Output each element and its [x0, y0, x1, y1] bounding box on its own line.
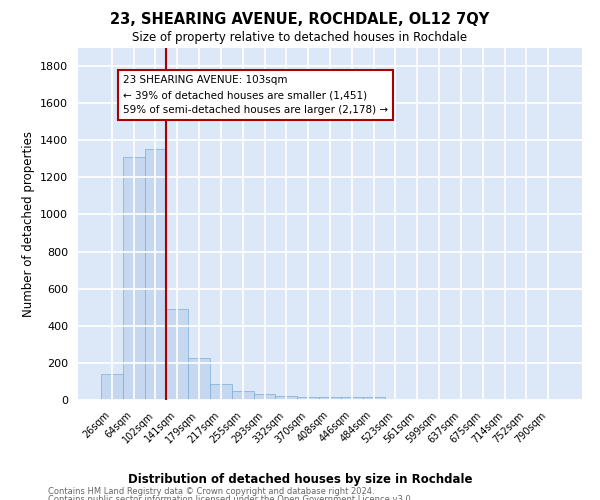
Bar — [123, 157, 145, 400]
Bar — [341, 397, 363, 400]
Text: Size of property relative to detached houses in Rochdale: Size of property relative to detached ho… — [133, 31, 467, 44]
Bar — [210, 384, 232, 400]
Bar — [275, 396, 297, 400]
Bar — [166, 309, 188, 400]
Bar — [145, 148, 166, 400]
Bar — [363, 396, 385, 400]
Bar — [188, 358, 210, 400]
Text: 23, SHEARING AVENUE, ROCHDALE, OL12 7QY: 23, SHEARING AVENUE, ROCHDALE, OL12 7QY — [110, 12, 490, 28]
Bar — [297, 397, 319, 400]
Bar — [101, 374, 123, 400]
Bar — [232, 390, 254, 400]
Bar — [319, 397, 341, 400]
Bar — [254, 394, 275, 400]
Text: Distribution of detached houses by size in Rochdale: Distribution of detached houses by size … — [128, 472, 472, 486]
Text: 23 SHEARING AVENUE: 103sqm
← 39% of detached houses are smaller (1,451)
59% of s: 23 SHEARING AVENUE: 103sqm ← 39% of deta… — [123, 76, 388, 115]
Text: Contains HM Land Registry data © Crown copyright and database right 2024.: Contains HM Land Registry data © Crown c… — [48, 488, 374, 496]
Text: Contains public sector information licensed under the Open Government Licence v3: Contains public sector information licen… — [48, 495, 413, 500]
Y-axis label: Number of detached properties: Number of detached properties — [22, 130, 35, 317]
